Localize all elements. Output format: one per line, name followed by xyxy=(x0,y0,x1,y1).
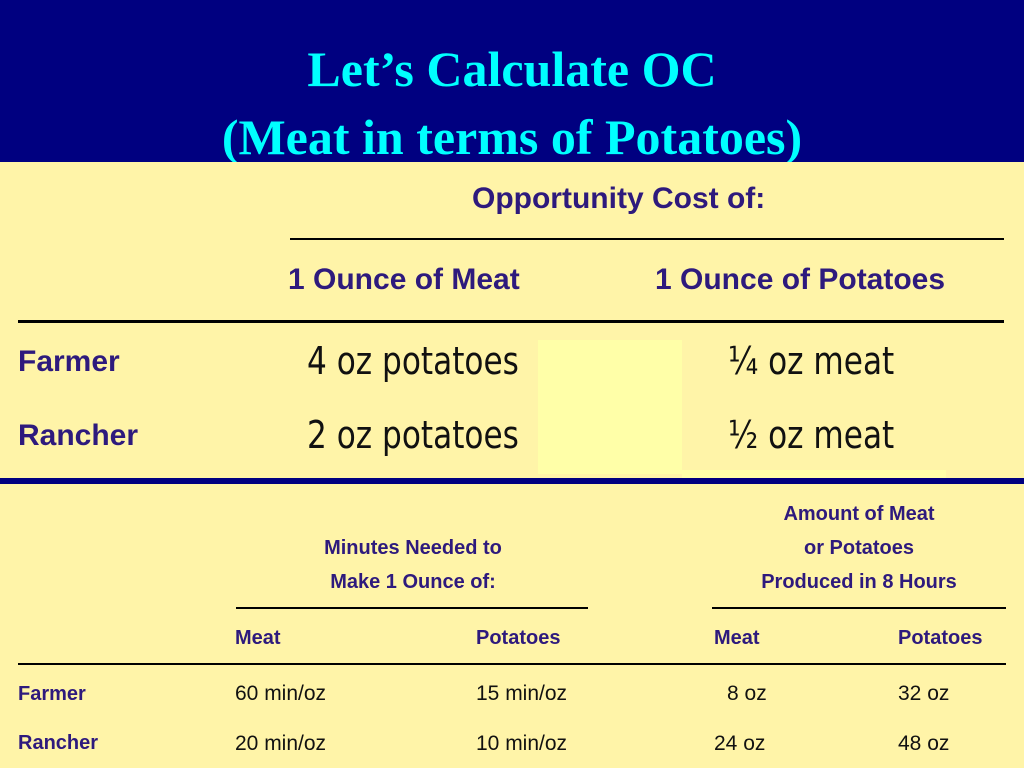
prod-farmer-amt-meat: 8 oz xyxy=(727,682,767,705)
group2-header-line1: Amount of Meat xyxy=(783,503,935,525)
highlight-box xyxy=(538,340,682,474)
prod-rancher-min-potatoes: 10 min/oz xyxy=(476,732,568,755)
production-panel xyxy=(0,484,1024,768)
prod-farmer-min-potatoes: 15 min/oz xyxy=(476,682,568,705)
title-banner: Let’s Calculate OC (Meat in terms of Pot… xyxy=(0,0,1024,162)
group2-header-line2: or Potatoes xyxy=(803,537,915,559)
oc-row-label-farmer: Farmer xyxy=(18,345,120,378)
group2-rule xyxy=(712,607,1006,609)
oc-col-potatoes: 1 Ounce of Potatoes xyxy=(655,263,946,296)
group1-header-line2: Make 1 Ounce of: xyxy=(330,571,496,593)
sub-col-potatoes-minutes: Potatoes xyxy=(476,627,561,649)
prod-row-label-rancher: Rancher xyxy=(18,732,99,754)
oc-header-rule xyxy=(18,320,1004,323)
sub-col-meat-minutes: Meat xyxy=(235,627,281,649)
oc-farmer-potatoes: ¼ oz meat xyxy=(728,339,895,383)
group1-rule xyxy=(236,607,588,609)
highlight-strip xyxy=(682,470,946,478)
prod-farmer-amt-potatoes: 32 oz xyxy=(898,682,950,705)
oc-farmer-meat: 4 oz potatoes xyxy=(307,339,519,383)
slide-title-line2: (Meat in terms of Potatoes) xyxy=(221,109,803,165)
prod-rancher-amt-meat: 24 oz xyxy=(714,732,766,755)
sub-col-potatoes-amount: Potatoes xyxy=(898,627,983,649)
oc-rancher-potatoes: ½ oz meat xyxy=(728,413,895,457)
oc-rancher-meat: 2 oz potatoes xyxy=(307,413,519,457)
group2-header-line3: Produced in 8 Hours xyxy=(761,571,957,593)
production-header-rule xyxy=(18,663,1006,665)
prod-farmer-min-meat: 60 min/oz xyxy=(235,682,327,705)
oc-col-meat: 1 Ounce of Meat xyxy=(288,263,520,296)
oc-row-label-rancher: Rancher xyxy=(18,419,139,452)
sub-col-meat-amount: Meat xyxy=(714,627,760,649)
oc-heading-rule xyxy=(290,238,1004,240)
oc-heading: Opportunity Cost of: xyxy=(472,182,766,215)
prod-rancher-min-meat: 20 min/oz xyxy=(235,732,327,755)
prod-row-label-farmer: Farmer xyxy=(18,683,86,705)
slide-title-line1: Let’s Calculate OC xyxy=(307,41,717,97)
panel-divider xyxy=(0,478,1024,484)
group1-header-line1: Minutes Needed to xyxy=(324,537,502,559)
prod-rancher-amt-potatoes: 48 oz xyxy=(898,732,950,755)
